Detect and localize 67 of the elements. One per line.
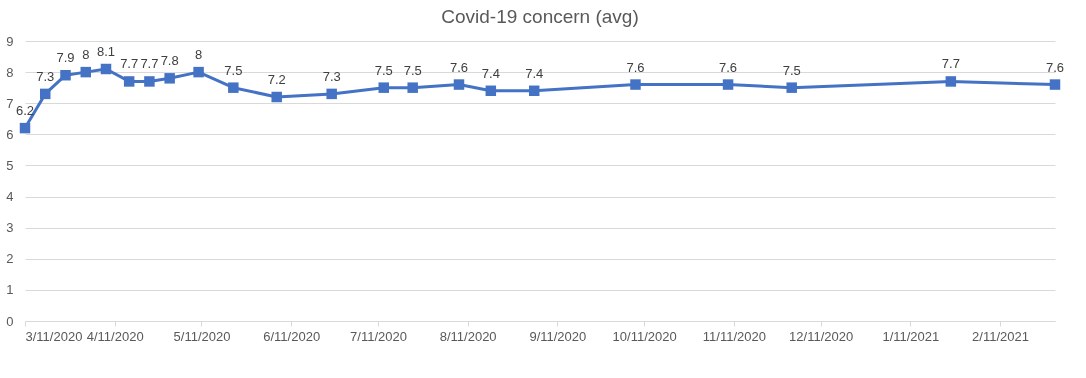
y-tick-label: 9	[6, 33, 14, 49]
x-tick-label: 11/11/2020	[702, 328, 766, 344]
data-label: 7.3	[36, 68, 55, 84]
x-tick-label: 3/11/2020	[25, 328, 83, 344]
data-label: 7.6	[719, 59, 738, 75]
data-label: 7.5	[782, 62, 801, 78]
data-label: 7.4	[481, 65, 500, 81]
y-tick-label: 3	[6, 220, 14, 236]
data-label: 7.8	[160, 53, 179, 69]
point	[453, 79, 465, 90]
point	[722, 79, 734, 90]
data-label: 7.6	[626, 59, 645, 75]
point	[378, 82, 390, 93]
point	[326, 88, 337, 100]
x-tick-label: 2/11/2021	[972, 328, 1029, 344]
point	[60, 69, 71, 81]
data-label: 7.6	[1045, 59, 1065, 75]
data-label: 8.1	[96, 44, 116, 59]
y-tick-label: 5	[6, 157, 14, 173]
x-tick-label: 12/11/2020	[789, 328, 854, 344]
x-tick-label: 5/11/2020	[173, 328, 231, 344]
x-tick-label: 8/11/2020	[439, 328, 497, 344]
y-tick-label: 8	[6, 64, 14, 80]
x-tick-label: 4/11/2020	[86, 328, 144, 344]
data-label: 7.4	[525, 65, 544, 81]
data-label: 7.7	[140, 56, 159, 72]
point	[271, 91, 282, 103]
data-label: 6.2	[15, 103, 35, 119]
data-label: 7.3	[322, 68, 341, 84]
point	[100, 63, 112, 75]
point	[1049, 79, 1061, 90]
point	[40, 88, 51, 100]
chart-title: Covid-19 concern (avg)	[441, 6, 639, 27]
point	[786, 82, 797, 93]
x-tick-label: 10/11/2020	[612, 328, 677, 344]
data-label: 7.9	[56, 50, 75, 66]
y-tick-label: 6	[6, 126, 14, 142]
data-label: 8	[82, 47, 90, 63]
x-tick-label: 9/11/2020	[529, 328, 587, 344]
point	[407, 82, 418, 93]
data-label: 7.6	[449, 59, 469, 75]
point	[123, 76, 135, 87]
data-label: 7.7	[941, 56, 960, 72]
x-tick-label: 6/11/2020	[263, 328, 321, 344]
point	[228, 82, 239, 93]
point	[80, 66, 91, 78]
point	[193, 66, 204, 78]
point	[164, 73, 175, 84]
y-tick-label: 0	[6, 313, 14, 329]
x-tick-label: 1/11/2021	[882, 328, 940, 344]
x-tick-label: 7/11/2020	[350, 328, 407, 344]
y-tick-label: 4	[6, 189, 14, 205]
point	[945, 76, 957, 87]
y-tick-label: 2	[6, 251, 14, 267]
data-label: 7.5	[374, 62, 393, 78]
data-label: 7.2	[267, 72, 286, 87]
y-tick-label: 7	[6, 95, 14, 111]
data-label: 7.5	[224, 62, 243, 78]
point	[144, 76, 155, 87]
point	[528, 85, 540, 97]
data-label: 8	[194, 47, 203, 63]
point	[630, 79, 641, 90]
data-label: 7.7	[120, 56, 139, 72]
point	[485, 85, 497, 97]
y-tick-label: 1	[6, 282, 14, 298]
point	[19, 122, 31, 134]
data-label: 7.5	[403, 62, 422, 78]
